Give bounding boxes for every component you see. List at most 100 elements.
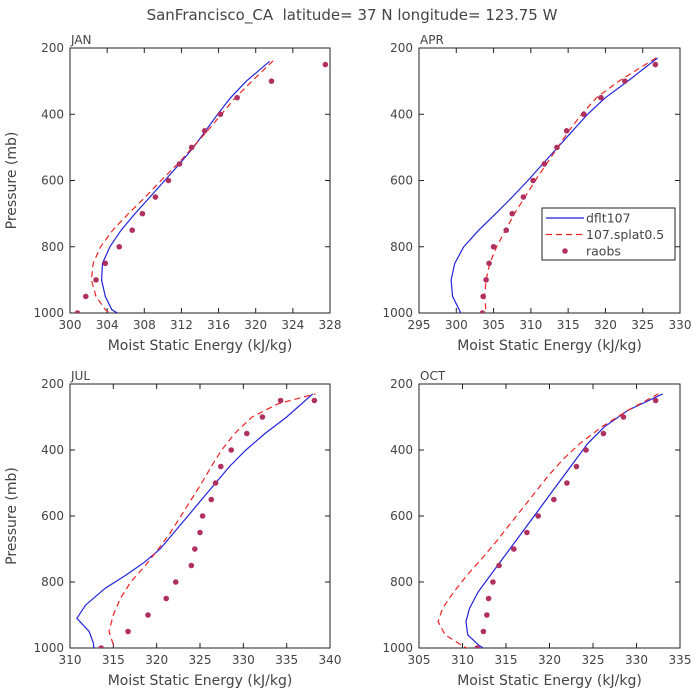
raobs-point xyxy=(483,277,489,283)
raobs-point xyxy=(535,513,541,519)
raobs-point xyxy=(197,529,203,536)
raobs-point xyxy=(165,177,172,184)
x-tick-label: 295 xyxy=(408,318,431,332)
raobs-point xyxy=(311,397,318,404)
raobs-point xyxy=(74,310,81,313)
y-tick-label: 200 xyxy=(41,41,64,55)
raobs-point xyxy=(598,94,604,101)
y-tick-label: 800 xyxy=(41,575,64,589)
x-tick-label: 320 xyxy=(244,318,267,332)
panel-label: JAN xyxy=(70,33,92,47)
x-tick-label: 328 xyxy=(319,318,342,332)
raobs-point xyxy=(116,243,123,250)
x-tick-label: 320 xyxy=(538,653,561,667)
y-tick-label: 800 xyxy=(390,575,413,589)
raobs-point xyxy=(600,430,607,437)
raobs-point xyxy=(244,430,250,437)
x-tick-label: 300 xyxy=(59,318,82,332)
raobs-point xyxy=(652,397,659,404)
x-tick-label: 305 xyxy=(408,653,431,667)
y-tick-label: 200 xyxy=(390,41,413,55)
raobs-point xyxy=(259,414,266,420)
panel-jul: JUL 310 315 320 325 330 335 340 200 400 600 800 1000… xyxy=(4,369,341,689)
raobs-point xyxy=(520,194,527,200)
legend-label: dflt107 xyxy=(586,211,631,226)
figure-title: SanFrancisco_CA latitude= 37 N longitude… xyxy=(147,6,558,25)
raobs-point xyxy=(125,628,131,635)
y-tick-label: 600 xyxy=(390,509,413,523)
y-tick-label: 600 xyxy=(41,509,64,523)
raobs-point xyxy=(563,128,570,134)
raobs-point xyxy=(188,144,195,151)
raobs-point xyxy=(530,177,536,184)
x-tick-label: 310 xyxy=(59,653,82,667)
raobs-point xyxy=(620,414,627,420)
raobs-point xyxy=(541,161,548,167)
series-line-107-splat0-5 xyxy=(483,57,657,313)
raobs-point xyxy=(201,128,208,134)
raobs-point xyxy=(573,463,580,470)
raobs-point xyxy=(234,94,240,101)
raobs-point xyxy=(98,645,104,648)
plot-area xyxy=(450,57,659,313)
raobs-point xyxy=(484,612,490,618)
raobs-point xyxy=(480,628,487,635)
x-tick-label: 330 xyxy=(232,653,255,667)
raobs-point xyxy=(228,447,234,453)
raobs-point xyxy=(622,78,628,84)
x-tick-label: 325 xyxy=(189,653,212,667)
y-tick-label: 400 xyxy=(41,107,64,121)
panel-label: JUL xyxy=(70,369,90,383)
raobs-point xyxy=(503,227,510,233)
raobs-point xyxy=(322,61,329,68)
y-tick-label: 800 xyxy=(41,240,64,254)
x-tick-label: 315 xyxy=(557,318,580,332)
raobs-point xyxy=(486,260,492,267)
raobs-point xyxy=(199,513,206,519)
x-tick-label: 320 xyxy=(594,318,617,332)
y-tick-label: 600 xyxy=(41,174,64,188)
series-line-dflt107 xyxy=(76,393,314,648)
raobs-point xyxy=(511,546,517,552)
raobs-point xyxy=(192,546,198,552)
raobs-point xyxy=(524,529,530,536)
raobs-point xyxy=(496,562,502,569)
raobs-point xyxy=(188,562,195,569)
raobs-point xyxy=(490,579,496,585)
raobs-point xyxy=(163,595,169,602)
plot-area xyxy=(76,393,318,648)
x-tick-label: 330 xyxy=(625,653,648,667)
raobs-point xyxy=(139,210,146,217)
raobs-point xyxy=(268,78,275,84)
x-tick-label: 340 xyxy=(319,653,342,667)
raobs-point xyxy=(172,579,179,585)
raobs-point xyxy=(581,111,587,118)
x-tick-label: 325 xyxy=(631,318,654,332)
x-axis-label: Moist Static Energy (kJ/kg) xyxy=(108,673,293,689)
x-tick-label: 330 xyxy=(669,318,692,332)
series-line-107-splat0-5 xyxy=(108,393,316,648)
raobs-point xyxy=(129,227,136,233)
raobs-point xyxy=(102,260,109,267)
x-axis-label: Moist Static Energy (kJ/kg) xyxy=(108,338,293,354)
x-tick-label: 305 xyxy=(482,318,505,332)
x-axis-label: Moist Static Energy (kJ/kg) xyxy=(457,673,642,689)
panels: JAN 300 304 308 312 316 320 324 328 200 400 600 800 1… xyxy=(4,33,691,689)
raobs-point xyxy=(152,194,159,200)
legend-label: raobs xyxy=(586,244,621,259)
x-tick-label: 310 xyxy=(519,318,542,332)
panel-apr: APR 295 300 305 310 315 320 325 330 200 400 600 800 1… xyxy=(382,33,691,354)
y-tick-label: 600 xyxy=(390,174,413,188)
y-tick-label: 400 xyxy=(390,107,413,121)
y-axis-label: Pressure (mb) xyxy=(4,132,20,230)
legend-marker xyxy=(562,248,568,254)
y-tick-label: 400 xyxy=(41,443,64,457)
raobs-point xyxy=(551,496,557,503)
raobs-point xyxy=(212,480,219,486)
y-tick-label: 200 xyxy=(41,377,64,391)
raobs-point xyxy=(652,61,659,68)
y-tick-label: 200 xyxy=(390,377,413,391)
raobs-point xyxy=(490,243,497,250)
